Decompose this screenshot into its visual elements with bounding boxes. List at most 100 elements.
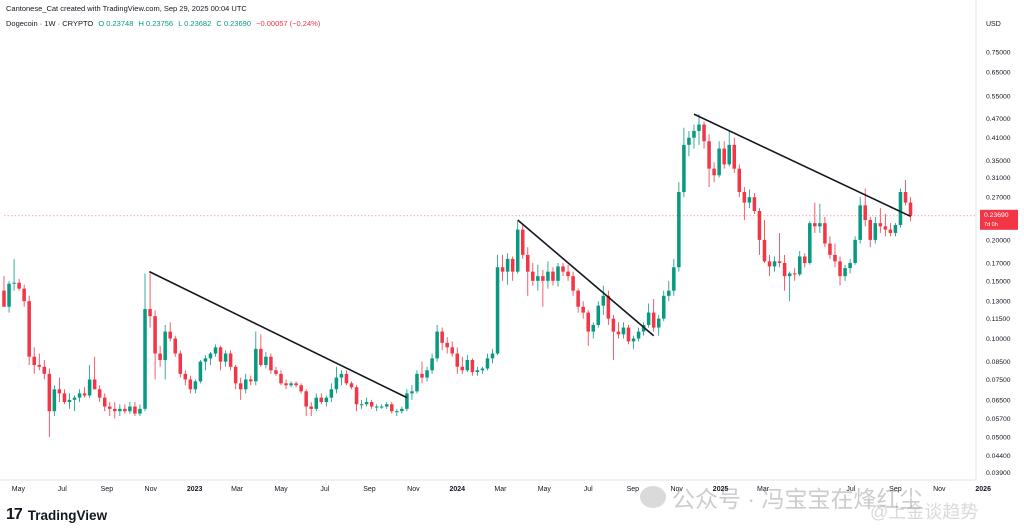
candle-body <box>223 353 228 362</box>
candle-body <box>641 324 646 332</box>
symbol-name[interactable]: Dogecoin · 1W · CRYPTO <box>6 19 94 28</box>
trendline[interactable] <box>148 270 408 399</box>
candle-body <box>843 268 847 277</box>
candle-body <box>324 397 329 403</box>
candle-body <box>369 402 374 407</box>
candle-body <box>682 144 686 193</box>
candle-body <box>254 348 258 382</box>
candle <box>37 353 42 371</box>
candle-body <box>566 271 570 277</box>
candle-body <box>500 267 505 272</box>
candle <box>138 404 142 417</box>
x-tick-label: Sep <box>889 486 902 493</box>
candle-body <box>692 130 696 138</box>
candle <box>102 393 107 412</box>
tradingview-logo[interactable]: 17 TradingView <box>6 506 107 524</box>
candle <box>813 202 817 233</box>
candle-body <box>284 383 288 386</box>
candle <box>888 223 893 237</box>
trendlines-layer <box>148 113 911 399</box>
candle-body <box>646 312 651 325</box>
candle-body <box>515 229 520 272</box>
candle-body <box>294 383 298 386</box>
trendline[interactable] <box>517 219 655 337</box>
candle-body <box>47 373 52 412</box>
candle-body <box>677 192 681 268</box>
candle <box>646 303 651 328</box>
candle <box>168 322 172 342</box>
candle <box>903 179 908 206</box>
candle-body <box>490 353 495 359</box>
candle <box>249 375 253 386</box>
candle-body <box>128 406 132 412</box>
candle <box>304 389 308 417</box>
candle <box>415 370 419 394</box>
candle <box>626 324 631 345</box>
candle-body <box>32 356 36 366</box>
candle-body <box>465 359 470 371</box>
candle-body <box>636 331 641 339</box>
y-tick-label: 0.10000 <box>986 336 1011 343</box>
trendline[interactable] <box>693 113 911 218</box>
candle <box>546 261 550 289</box>
watermark: 公众号 · 冯宝宝在烽红尘 <box>640 480 922 514</box>
candle-body <box>92 379 97 390</box>
candle-body <box>329 389 334 398</box>
candle <box>752 193 757 214</box>
candle <box>908 197 913 222</box>
candle <box>591 322 596 339</box>
candle-body <box>123 408 127 412</box>
candle <box>762 220 767 264</box>
candle <box>510 256 515 281</box>
candle-body <box>742 192 747 203</box>
candle-body <box>833 254 837 262</box>
candle-body <box>606 295 611 319</box>
candle <box>808 221 812 265</box>
candle-body <box>495 267 500 354</box>
candle-body <box>455 353 460 367</box>
candle <box>843 264 847 281</box>
candle <box>143 273 147 412</box>
candle-body <box>803 256 807 264</box>
candle-body <box>52 389 57 412</box>
candle <box>475 366 480 376</box>
candle <box>893 223 898 237</box>
candle-body <box>208 353 213 359</box>
candle-body <box>138 408 142 414</box>
candle-body <box>420 373 424 378</box>
candle <box>27 295 31 366</box>
candle <box>2 276 6 307</box>
candle <box>82 387 87 398</box>
candle <box>153 310 157 380</box>
candle-body <box>510 258 515 272</box>
watermark-text: 公众号 · 冯宝宝在烽红尘 <box>672 486 923 512</box>
candle <box>556 263 560 287</box>
candle <box>505 253 510 285</box>
candle <box>208 351 213 366</box>
candle <box>737 164 742 198</box>
candle <box>62 389 67 405</box>
x-tick-label: 2023 <box>187 486 203 493</box>
candle-body <box>12 282 16 284</box>
candle <box>294 381 298 388</box>
change-value: −0.00057 (−0.24%) <box>256 19 321 28</box>
candle <box>198 359 203 384</box>
candle-body <box>858 205 862 240</box>
x-tick-label: Nov <box>670 486 683 493</box>
candle <box>379 404 384 409</box>
candle <box>334 366 339 394</box>
candle-body <box>526 254 530 272</box>
candle <box>395 408 399 417</box>
candle-body <box>143 309 147 409</box>
close-value: C 0.23690 <box>216 19 251 28</box>
candle <box>672 258 676 296</box>
candle-body <box>596 305 601 325</box>
candle-body <box>395 411 399 413</box>
candle-body <box>571 276 575 291</box>
candle <box>500 254 505 281</box>
y-tick-label: 0.47000 <box>986 116 1011 123</box>
candle <box>803 253 807 268</box>
symbol-legend[interactable]: Dogecoin · 1W · CRYPTO O 0.23748 H 0.237… <box>6 19 320 28</box>
y-tick-label: 0.13000 <box>986 299 1011 306</box>
